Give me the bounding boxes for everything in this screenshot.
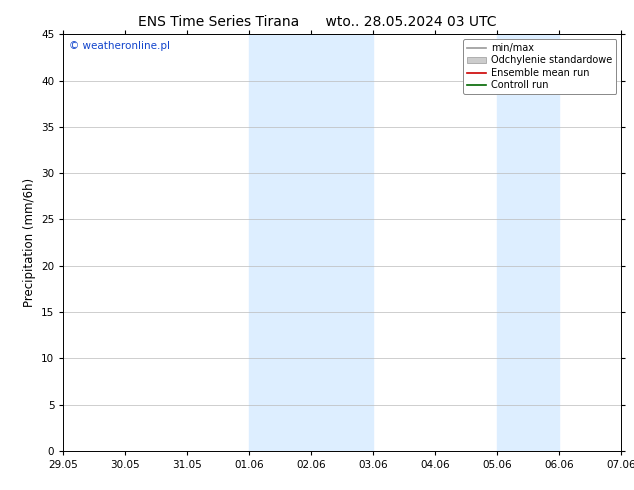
Y-axis label: Precipitation (mm/6h): Precipitation (mm/6h) — [23, 178, 36, 307]
Legend: min/max, Odchylenie standardowe, Ensemble mean run, Controll run: min/max, Odchylenie standardowe, Ensembl… — [463, 39, 616, 94]
Text: © weatheronline.pl: © weatheronline.pl — [69, 41, 170, 50]
Bar — [497, 34, 559, 451]
Bar — [249, 34, 373, 451]
Text: ENS Time Series Tirana      wto.. 28.05.2024 03 UTC: ENS Time Series Tirana wto.. 28.05.2024 … — [138, 15, 496, 29]
